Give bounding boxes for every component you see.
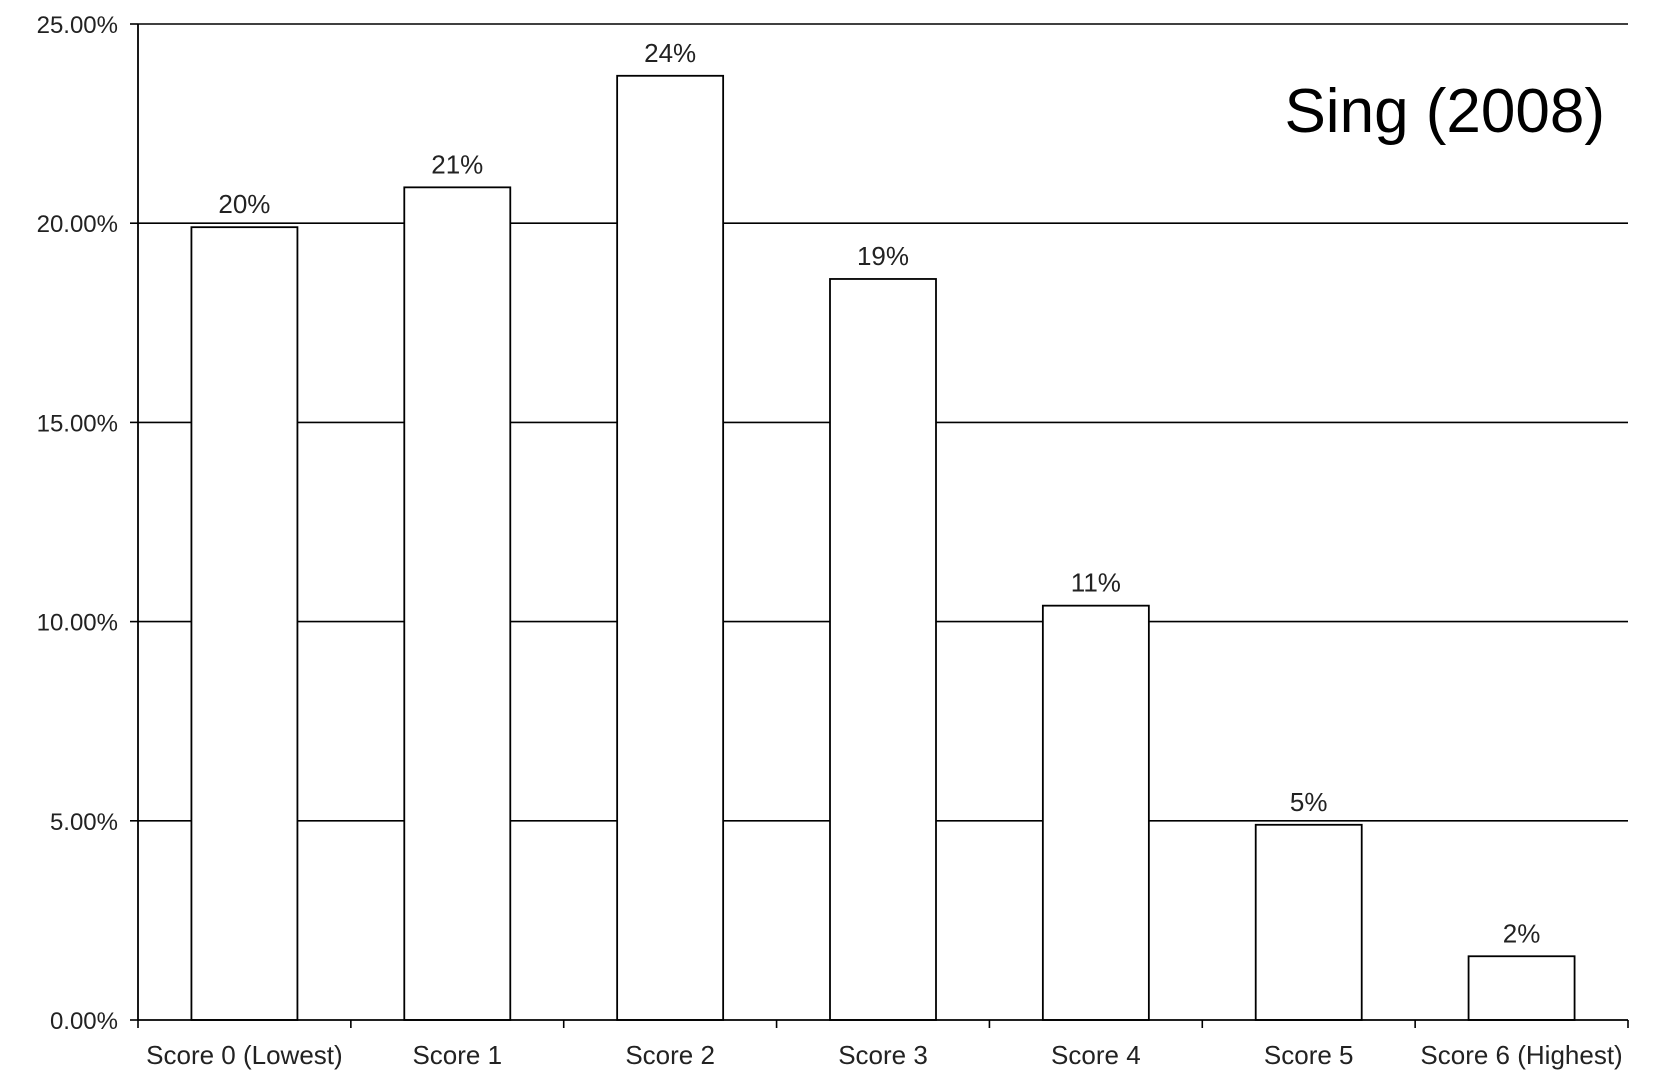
labels: 0.00% 5.00% 10.00% 15.00% 20.00% 25.00% 20% Sco… [37, 12, 1623, 1070]
bar [403, 186, 512, 1021]
bar [1041, 604, 1150, 1021]
data-label: 19% [857, 241, 909, 271]
data-label: 20% [218, 189, 270, 219]
x-tick-label: Score 1 [412, 1040, 502, 1070]
bar [190, 226, 299, 1021]
data-label: 24% [644, 38, 696, 68]
x-tick-label: Score 0 (Lowest) [146, 1040, 343, 1070]
data-label: 2% [1503, 918, 1541, 948]
data-label: 5% [1290, 787, 1328, 817]
y-tick-label: 20.00% [37, 211, 118, 238]
data-label: 21% [431, 149, 483, 179]
chart-annotation: Sing (2008) [1284, 77, 1605, 146]
data-label: 11% [1071, 568, 1121, 598]
axes [130, 23, 1629, 1028]
bar [1467, 955, 1576, 1021]
y-tick-label: 25.00% [37, 12, 118, 39]
bar [1254, 823, 1363, 1021]
x-tick-label: Score 3 [838, 1040, 928, 1070]
bar [616, 74, 725, 1021]
bar [829, 278, 937, 1021]
x-tick-label: Score 2 [625, 1040, 715, 1070]
y-tick-label: 0.00% [50, 1008, 118, 1035]
y-tick-label: 10.00% [37, 610, 118, 637]
y-tick-label: 15.00% [37, 410, 118, 437]
x-tick-label: Score 6 (Highest) [1420, 1040, 1622, 1070]
x-tick-label: Score 4 [1051, 1040, 1141, 1070]
x-tick-label: Score 5 [1264, 1040, 1354, 1070]
y-tick-label: 5.00% [50, 809, 118, 836]
bars [190, 74, 1576, 1021]
